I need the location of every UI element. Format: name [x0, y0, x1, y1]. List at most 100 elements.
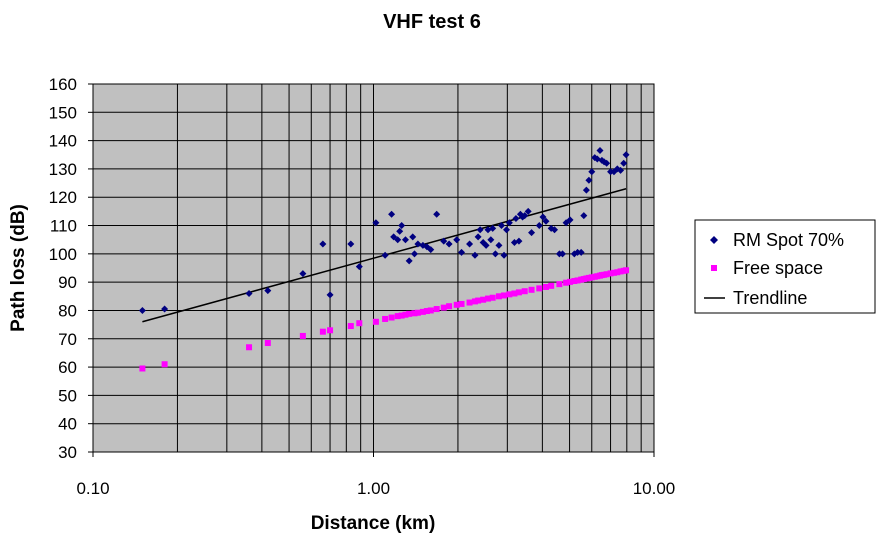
free-space-point [299, 332, 306, 339]
y-tick-label: 110 [50, 217, 77, 236]
rm-spot-point [585, 176, 593, 184]
free-space-point [567, 278, 574, 285]
y-axis-title: Path loss (dB) [8, 204, 29, 332]
rm-spot-point [405, 257, 413, 265]
legend-label: Free space [733, 258, 823, 278]
rm-spot-point [471, 251, 479, 259]
y-tick-label: 90 [58, 273, 77, 292]
free-space-point [614, 269, 621, 276]
free-space-point [588, 274, 595, 281]
rm-spot-point [388, 210, 396, 218]
legend-marker-rm-spot [710, 236, 718, 244]
y-tick-label: 120 [49, 188, 77, 207]
rm-spot-point [482, 241, 490, 249]
free-space-point [485, 295, 492, 302]
rm-spot-point [381, 251, 389, 259]
legend: RM Spot 70% Free space Trendline [694, 219, 876, 314]
free-space-point [453, 301, 460, 308]
y-tick-label: 40 [58, 415, 77, 434]
y-tick-label: 50 [58, 386, 77, 405]
rm-spot-point [622, 151, 630, 159]
rm-spot-point [396, 227, 404, 235]
rm-spot-point [588, 168, 596, 176]
y-tick-label: 100 [49, 245, 77, 264]
rm-spot-point [580, 212, 588, 220]
rm-spot-point [566, 216, 574, 224]
free-space-point [548, 282, 555, 289]
free-space-point [406, 310, 413, 317]
y-tick-label: 80 [58, 301, 77, 320]
free-space-point [356, 320, 363, 327]
legend-label: Trendline [733, 288, 807, 308]
rm-spot-point [245, 289, 253, 297]
y-tick-label: 130 [49, 160, 77, 179]
legend-marker-free-space [711, 265, 717, 271]
rm-spot-point [440, 237, 448, 245]
free-space-point [471, 298, 478, 305]
rm-spot-point [515, 237, 523, 245]
free-space-point [440, 304, 447, 311]
rm-spot-point [398, 222, 406, 230]
rm-spot-point [495, 241, 503, 249]
free-space-point [246, 344, 253, 351]
free-space-point [319, 328, 326, 335]
free-space-point [402, 311, 409, 318]
rm-spot-point [498, 222, 506, 230]
free-space-point [617, 268, 624, 275]
free-space-point [466, 299, 473, 306]
rm-spot-point [299, 270, 307, 278]
rm-spot-point [539, 213, 547, 221]
rm-spot-point [603, 159, 611, 167]
rm-spot-point [503, 226, 511, 234]
gridlines [92, 83, 655, 453]
y-tick-label: 70 [58, 330, 77, 349]
free-space-point [571, 278, 578, 285]
rm-spot-point [372, 219, 380, 227]
free-space-point [388, 314, 395, 321]
free-space-point [542, 283, 549, 290]
rm-spot-point [474, 233, 482, 241]
free-space-point [398, 312, 405, 319]
free-space-point [414, 309, 421, 316]
free-space-point [489, 294, 496, 301]
free-space-point [556, 281, 563, 288]
rm-spot-point [401, 236, 409, 244]
free-space-point [446, 303, 453, 310]
y-tick-label: 30 [58, 443, 77, 462]
rm-spot-point [414, 240, 422, 248]
y-tick-label: 160 [49, 75, 77, 94]
free-space-series [139, 267, 630, 372]
legend-label: RM Spot 70% [733, 230, 844, 250]
rm-spot-point [521, 212, 529, 220]
free-space-point [394, 313, 401, 320]
rm-spot-point [535, 222, 543, 230]
free-space-point [610, 269, 617, 276]
free-space-point [521, 288, 528, 295]
rm-spot-point [394, 236, 402, 244]
x-axis-title: Distance (km) [311, 513, 436, 534]
x-axis-ticks: 0.10 1.00 10.00 [76, 452, 675, 498]
rm-spot-point [559, 250, 567, 258]
rm-spot-point [582, 186, 590, 194]
rm-spot-series [138, 147, 630, 314]
free-space-point [480, 296, 487, 303]
rm-spot-point [620, 159, 628, 167]
free-space-point [495, 293, 502, 300]
free-space-point [528, 286, 535, 293]
free-space-point [511, 290, 518, 297]
y-tick-label: 150 [49, 103, 77, 122]
rm-spot-point [326, 291, 334, 299]
free-space-point [382, 315, 389, 322]
rm-spot-point [138, 306, 146, 314]
rm-spot-point [466, 240, 474, 248]
chart-title: VHF test 6 [383, 11, 481, 33]
free-space-point [501, 292, 508, 299]
rm-spot-point [542, 217, 550, 225]
rm-spot-point [264, 287, 272, 295]
rm-spot-point [453, 236, 461, 244]
rm-spot-point [551, 226, 559, 234]
free-space-point [264, 340, 271, 347]
rm-spot-point [500, 251, 508, 259]
rm-spot-point [512, 214, 520, 222]
